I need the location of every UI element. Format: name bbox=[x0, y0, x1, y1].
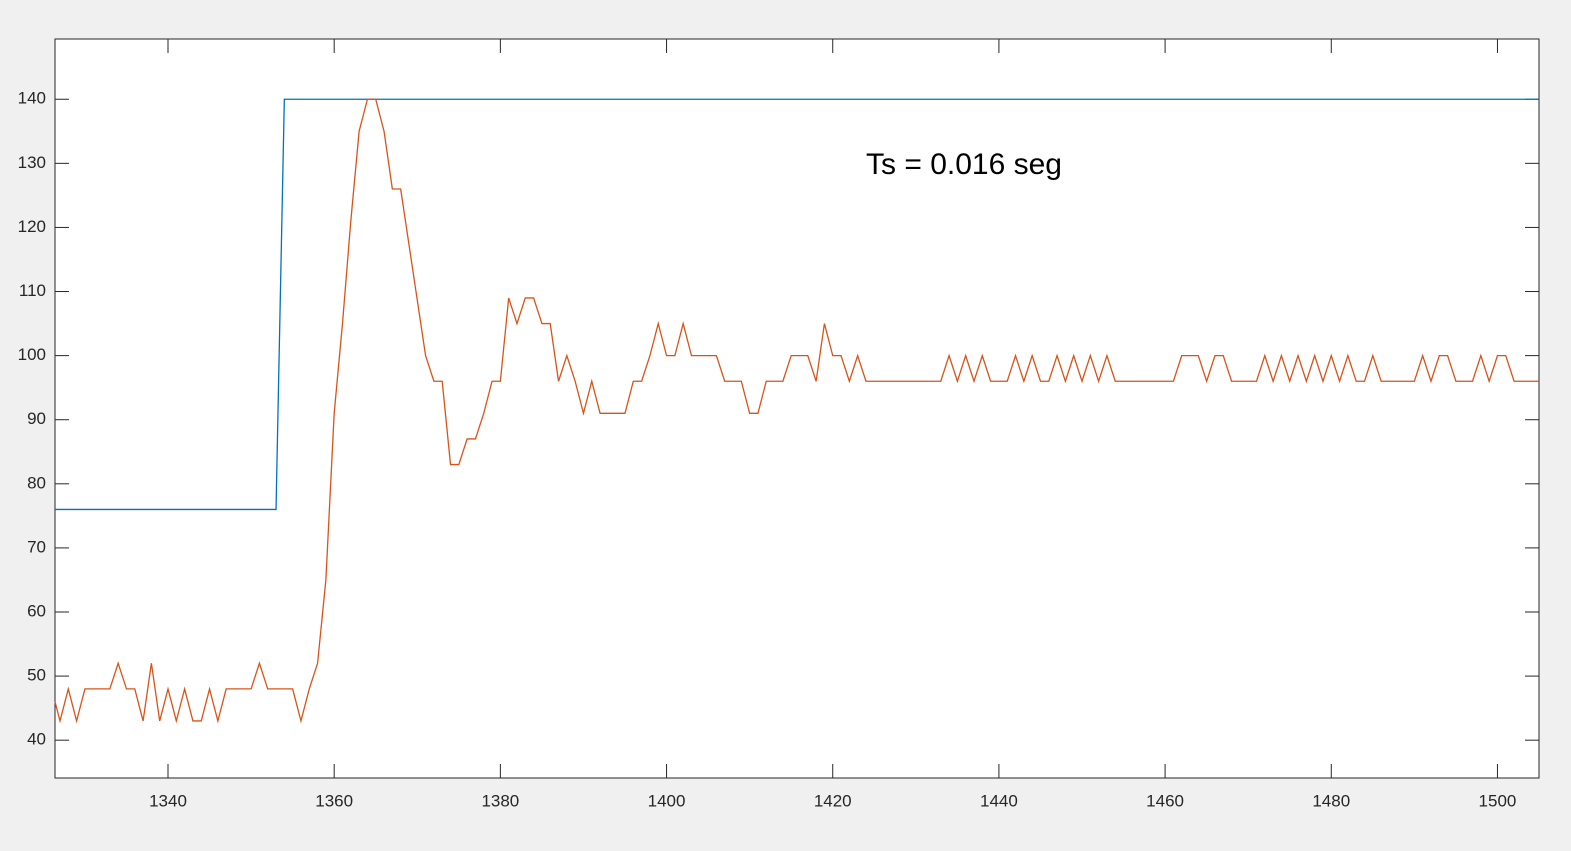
y-tick-label: 100 bbox=[18, 345, 46, 364]
y-tick-label: 60 bbox=[27, 601, 46, 620]
x-tick-label: 1340 bbox=[149, 791, 187, 810]
data-line bbox=[55, 98, 1539, 511]
x-tick-label: 1360 bbox=[315, 791, 353, 810]
y-tick-label: 140 bbox=[18, 89, 46, 108]
y-tick-label: 110 bbox=[19, 281, 46, 300]
y-tick-label: 50 bbox=[27, 666, 46, 685]
data-line bbox=[54, 98, 1539, 724]
y-tick-label: 80 bbox=[27, 473, 46, 492]
x-tick-label: 1380 bbox=[481, 791, 519, 810]
y-tick-label: 120 bbox=[18, 217, 46, 236]
x-tick-label: 1460 bbox=[1146, 791, 1184, 810]
x-tick-label: 1480 bbox=[1312, 791, 1350, 810]
annotation: Ts = 0.016 seg bbox=[866, 148, 1062, 181]
x-tick-label: 1440 bbox=[980, 791, 1018, 810]
x-tick-label: 1500 bbox=[1479, 791, 1517, 810]
y-tick-label: 130 bbox=[18, 153, 46, 172]
x-tick-label: 1400 bbox=[648, 791, 686, 810]
y-tick-label: 70 bbox=[27, 537, 46, 556]
y-tick-label: 90 bbox=[27, 409, 46, 428]
y-tick-label: 40 bbox=[27, 730, 46, 749]
plot-area bbox=[54, 38, 1540, 779]
x-tick-label: 1420 bbox=[814, 791, 852, 810]
